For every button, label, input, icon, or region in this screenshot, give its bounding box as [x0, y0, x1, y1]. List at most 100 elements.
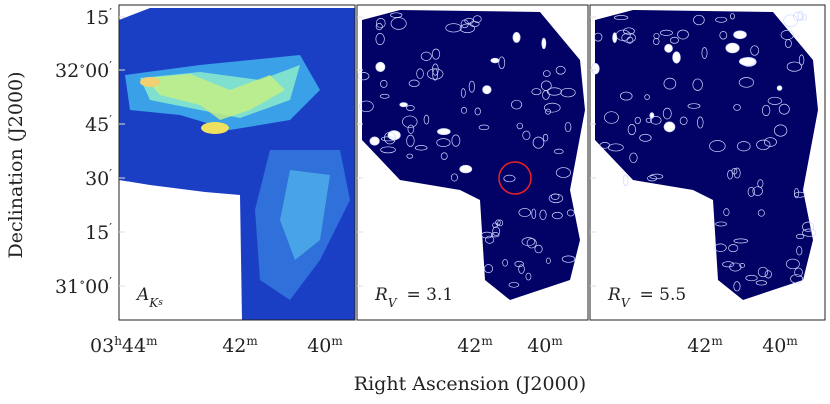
contour — [539, 209, 547, 221]
contour — [402, 115, 418, 128]
contour — [738, 57, 756, 66]
tick-part: 15 — [85, 222, 109, 244]
x-tick-label: 03h44m — [90, 334, 158, 357]
contour — [790, 274, 803, 284]
contour — [733, 30, 747, 40]
contour — [756, 139, 771, 150]
panel-value: = 3.1 — [406, 285, 453, 305]
tick-sup: h — [114, 334, 122, 348]
contour — [445, 23, 462, 33]
tick-sup: ′ — [109, 59, 112, 73]
contour — [543, 102, 561, 113]
contour — [380, 146, 396, 154]
contour — [692, 78, 703, 91]
contour — [627, 124, 636, 136]
contour — [521, 237, 536, 247]
tick-sup: ′ — [109, 6, 112, 20]
contour — [714, 243, 727, 253]
contour — [733, 104, 741, 111]
tick-part: 15 — [85, 7, 109, 29]
contour — [663, 77, 677, 90]
contour — [566, 209, 575, 217]
contour — [440, 152, 448, 160]
symbol: R — [374, 285, 388, 305]
contour — [518, 264, 525, 274]
contour — [752, 186, 763, 196]
contour — [755, 280, 768, 286]
tick-part: 40 — [527, 335, 551, 357]
maps — [119, 8, 818, 320]
contour — [399, 102, 408, 108]
contour — [785, 258, 800, 270]
contour — [426, 68, 444, 80]
contour — [802, 228, 817, 237]
contour — [525, 272, 532, 281]
contour — [420, 51, 432, 61]
contour — [468, 80, 475, 93]
tick-sup: m — [786, 334, 798, 348]
contour — [733, 167, 741, 179]
contour — [432, 63, 439, 76]
x-tick-label: 40m — [527, 334, 563, 357]
contour — [593, 32, 603, 42]
contour — [490, 232, 500, 238]
contour — [460, 88, 466, 98]
tick-sup: ′ — [109, 167, 112, 181]
contour — [553, 148, 564, 155]
contour — [614, 15, 629, 21]
y-axis-title: Declination (J2000) — [5, 71, 27, 258]
tick-sup: ′ — [109, 221, 112, 235]
contour — [738, 77, 755, 88]
contour — [623, 27, 635, 35]
contour — [464, 17, 474, 25]
contour — [473, 15, 482, 23]
contour — [492, 226, 501, 237]
contour — [679, 116, 688, 125]
tick-part: 42 — [457, 335, 481, 357]
contour — [750, 45, 760, 56]
contour — [357, 72, 370, 81]
contour — [387, 130, 401, 141]
contour — [719, 31, 728, 40]
contour — [531, 208, 537, 220]
contour — [436, 138, 451, 147]
contour — [416, 68, 424, 79]
contour — [542, 70, 551, 77]
symbol: A — [135, 285, 149, 305]
contour — [482, 85, 492, 95]
contour — [762, 104, 771, 117]
y-tick-label: 30′ — [85, 167, 112, 190]
contour — [621, 32, 636, 43]
contour — [485, 235, 495, 244]
subscript: V — [388, 296, 398, 310]
contour — [555, 65, 566, 75]
contour — [375, 23, 383, 31]
contour — [518, 208, 531, 217]
contour — [715, 221, 727, 227]
contour — [794, 267, 803, 278]
panel-value: = 5.5 — [639, 285, 686, 305]
x-tick-label: 40m — [307, 334, 343, 357]
contour — [564, 121, 572, 133]
contour — [634, 116, 641, 125]
contours — [357, 10, 817, 292]
tick-part: 30 — [85, 168, 109, 190]
tick-labels: 15′32∘00′45′30′15′31∘00′03h44m 42m 40m 42m 4… — [55, 6, 798, 357]
contour — [644, 94, 650, 100]
tick-sup: ′ — [109, 113, 112, 127]
contour — [531, 88, 542, 96]
contour — [555, 167, 571, 178]
panel-label: RV = 5.5 — [607, 285, 686, 310]
contour — [380, 79, 388, 88]
contour — [604, 111, 619, 124]
contour — [437, 128, 451, 136]
contour — [764, 270, 772, 279]
contour — [406, 105, 415, 111]
contour — [645, 117, 653, 123]
contour — [786, 61, 802, 72]
contour — [383, 131, 396, 145]
subscript: K — [148, 296, 159, 310]
contour — [407, 124, 415, 134]
contour — [737, 141, 751, 152]
